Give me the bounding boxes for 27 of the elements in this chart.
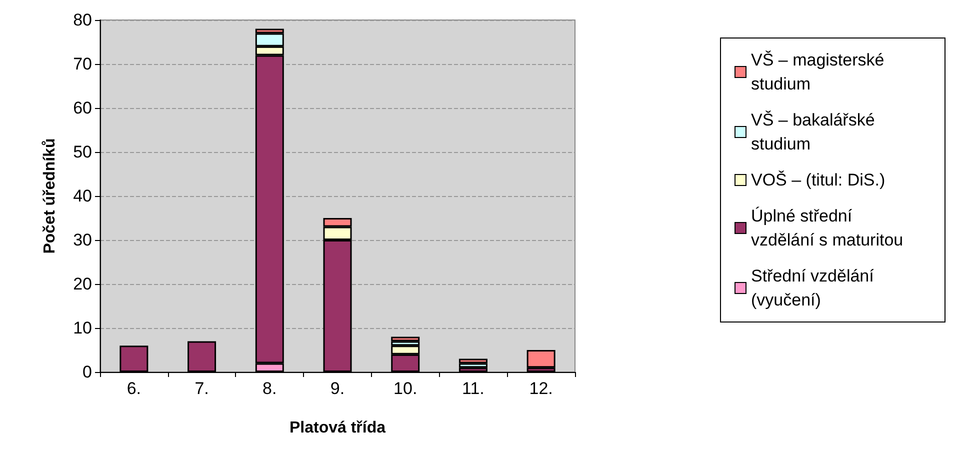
y-tick-label: 70: [73, 54, 92, 74]
y-tick-label: 50: [73, 142, 92, 162]
y-tick-label: 20: [73, 274, 92, 294]
y-tick-label: 10: [73, 318, 92, 338]
x-tick-label: 10.: [394, 379, 418, 398]
y-axis-title: Počet úředníků: [42, 138, 58, 254]
bar: [458, 358, 488, 364]
y-tick-label: 30: [73, 230, 92, 250]
x-tick-label: 8.: [262, 379, 277, 398]
bar: [458, 363, 488, 368]
legend-label: VŠ – magisterské studium: [751, 50, 889, 94]
x-tick-label: 7.: [194, 379, 209, 398]
x-tick-label: 12.: [529, 379, 553, 398]
legend-label: Úplné střední vzdělání s maturitou: [751, 206, 904, 250]
y-tick-label: 80: [73, 10, 92, 30]
legend-label: Střední vzdělání (vyučení): [751, 266, 879, 310]
x-tick-label: 6.: [126, 379, 142, 398]
y-tick-label: 0: [82, 362, 92, 382]
x-tick-label: 9.: [330, 379, 345, 398]
legend-label: VŠ – bakalářské studium: [751, 110, 880, 154]
bar: [391, 336, 420, 342]
y-tick-label: 40: [73, 186, 92, 206]
bar: [526, 350, 556, 368]
legend-label: VOŠ – (titul: DiS.): [751, 170, 886, 190]
x-tick-label: 11.: [462, 379, 484, 398]
x-axis-title: Platová třída: [289, 420, 386, 436]
y-tick-label: 60: [73, 98, 92, 118]
